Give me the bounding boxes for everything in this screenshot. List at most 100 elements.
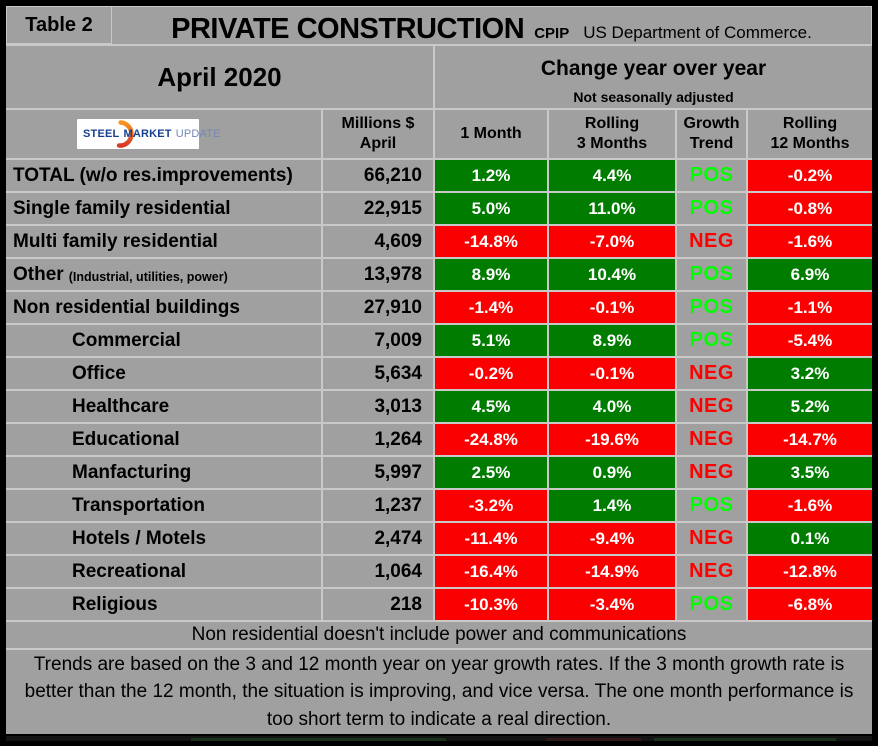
millions-cell: 2,474 bbox=[323, 523, 433, 554]
category-cell: Other (Industrial, utilities, power) bbox=[6, 259, 321, 290]
rolling-3-months-cell: 4.0% bbox=[549, 391, 675, 422]
rolling-3-months-cell: -19.6% bbox=[549, 424, 675, 455]
category-cell: Hotels / Motels bbox=[6, 523, 321, 554]
rolling-12-months-cell: -0.8% bbox=[748, 193, 872, 224]
growth-trend-cell: NEG bbox=[677, 391, 746, 422]
growth-trend-cell: POS bbox=[677, 325, 746, 356]
rolling-12-months-cell: -12.8% bbox=[748, 556, 872, 587]
rolling-12-months-cell: -14.7% bbox=[748, 424, 872, 455]
category-cell: Multi family residential bbox=[6, 226, 321, 257]
logo-word-steel: STEEL bbox=[83, 128, 120, 140]
page-title: PRIVATE CONSTRUCTION bbox=[171, 13, 525, 45]
data-grid: TOTAL (w/o res.improvements) 66,210 1.2% 4.… bbox=[6, 160, 872, 620]
rolling-12-months-cell: 0.1% bbox=[748, 523, 872, 554]
growth-trend-cell: NEG bbox=[677, 358, 746, 389]
growth-trend-cell: POS bbox=[677, 160, 746, 191]
table-inner: Table 2 PRIVATE CONSTRUCTION CPIP US Dep… bbox=[6, 6, 872, 734]
rolling-3-months-cell: 4.4% bbox=[549, 160, 675, 191]
rolling-3-months-cell: -0.1% bbox=[549, 358, 675, 389]
col-header-line: 12 Months bbox=[770, 135, 850, 152]
logo-text: STEEL MARKET UPDATE bbox=[77, 128, 221, 140]
rolling-3-months-cell: 0.9% bbox=[549, 457, 675, 488]
category-cell: Transportation bbox=[6, 490, 321, 521]
millions-cell: 5,634 bbox=[323, 358, 433, 389]
rolling-3-months-cell: 8.9% bbox=[549, 325, 675, 356]
one-month-cell: 4.5% bbox=[435, 391, 547, 422]
rolling-12-months-cell: 3.5% bbox=[748, 457, 872, 488]
one-month-cell: -11.4% bbox=[435, 523, 547, 554]
millions-cell: 4,609 bbox=[323, 226, 433, 257]
steel-market-update-logo: STEEL MARKET UPDATE bbox=[77, 119, 221, 149]
rolling-12-months-cell: 5.2% bbox=[748, 391, 872, 422]
rolling-3-months-cell: -0.1% bbox=[549, 292, 675, 323]
growth-trend-cell: NEG bbox=[677, 556, 746, 587]
rolling-3-months-cell: 1.4% bbox=[549, 490, 675, 521]
growth-trend-cell: NEG bbox=[677, 523, 746, 554]
growth-trend-cell: POS bbox=[677, 490, 746, 521]
rolling-12-months-cell: -1.6% bbox=[748, 226, 872, 257]
growth-trend-cell: NEG bbox=[677, 226, 746, 257]
col-header-line: Rolling bbox=[782, 115, 838, 132]
rolling-12-months-cell: -1.1% bbox=[748, 292, 872, 323]
millions-cell: 3,013 bbox=[323, 391, 433, 422]
rolling-3-months-cell: 10.4% bbox=[549, 259, 675, 290]
growth-trend-cell: POS bbox=[677, 589, 746, 620]
one-month-cell: 8.9% bbox=[435, 259, 547, 290]
millions-cell: 5,997 bbox=[323, 457, 433, 488]
rolling-12-months-cell: 3.2% bbox=[748, 358, 872, 389]
one-month-cell: 5.1% bbox=[435, 325, 547, 356]
col-header-line: Millions $ bbox=[341, 115, 415, 132]
category-sublabel: (Industrial, utilities, power) bbox=[68, 269, 228, 284]
rolling-12-months-cell: -1.6% bbox=[748, 490, 872, 521]
millions-cell: 22,915 bbox=[323, 193, 433, 224]
one-month-cell: 2.5% bbox=[435, 457, 547, 488]
change-header: Change year over year Not seasonally adj… bbox=[435, 46, 872, 108]
millions-cell: 27,910 bbox=[323, 292, 433, 323]
category-cell: Religious bbox=[6, 589, 321, 620]
source-label: US Department of Commerce. bbox=[583, 23, 812, 42]
one-month-cell: -14.8% bbox=[435, 226, 547, 257]
rolling-3-months-cell: -3.4% bbox=[549, 589, 675, 620]
col-header-line: April bbox=[359, 135, 397, 152]
millions-cell: 66,210 bbox=[323, 160, 433, 191]
title-area: PRIVATE CONSTRUCTION CPIP US Department … bbox=[112, 6, 872, 45]
rolling-12-months-cell: -0.2% bbox=[748, 160, 872, 191]
growth-trend-cell: NEG bbox=[677, 424, 746, 455]
millions-cell: 7,009 bbox=[323, 325, 433, 356]
one-month-cell: -24.8% bbox=[435, 424, 547, 455]
col-header-line: 3 Months bbox=[576, 135, 648, 152]
growth-trend-cell: POS bbox=[677, 259, 746, 290]
category-cell: Office bbox=[6, 358, 321, 389]
rolling-12-months-cell: -6.8% bbox=[748, 589, 872, 620]
millions-cell: 1,064 bbox=[323, 556, 433, 587]
category-cell: Manfacturing bbox=[6, 457, 321, 488]
column-header-row: STEEL MARKET UPDATE Millions $ April 1 Mon… bbox=[6, 110, 872, 158]
table-number-label: Table 2 bbox=[6, 6, 112, 44]
rolling-3-months-cell: -9.4% bbox=[549, 523, 675, 554]
one-month-cell: 5.0% bbox=[435, 193, 547, 224]
growth-trend-cell: POS bbox=[677, 193, 746, 224]
logo-word-update: UPDATE bbox=[175, 128, 221, 140]
one-month-cell: -3.2% bbox=[435, 490, 547, 521]
next-table-sliver bbox=[6, 736, 872, 741]
millions-cell: 1,264 bbox=[323, 424, 433, 455]
logo-cell: STEEL MARKET UPDATE bbox=[6, 110, 321, 158]
category-cell: Single family residential bbox=[6, 193, 321, 224]
rolling-12-months-cell: -5.4% bbox=[748, 325, 872, 356]
rolling-3-months-cell: -7.0% bbox=[549, 226, 675, 257]
category-cell: Commercial bbox=[6, 325, 321, 356]
category-cell: Recreational bbox=[6, 556, 321, 587]
growth-trend-cell: POS bbox=[677, 292, 746, 323]
category-cell: Non residential buildings bbox=[6, 292, 321, 323]
footnote-trends: Trends are based on the 3 and 12 month y… bbox=[6, 650, 872, 734]
millions-cell: 218 bbox=[323, 589, 433, 620]
category-cell: TOTAL (w/o res.improvements) bbox=[6, 160, 321, 191]
one-month-cell: 1.2% bbox=[435, 160, 547, 191]
rolling-3-months-cell: 11.0% bbox=[549, 193, 675, 224]
millions-cell: 1,237 bbox=[323, 490, 433, 521]
col-header-line: Rolling bbox=[584, 115, 640, 132]
category-cell: Educational bbox=[6, 424, 321, 455]
col-header-1-month: 1 Month bbox=[435, 110, 547, 158]
rolling-12-months-cell: 6.9% bbox=[748, 259, 872, 290]
